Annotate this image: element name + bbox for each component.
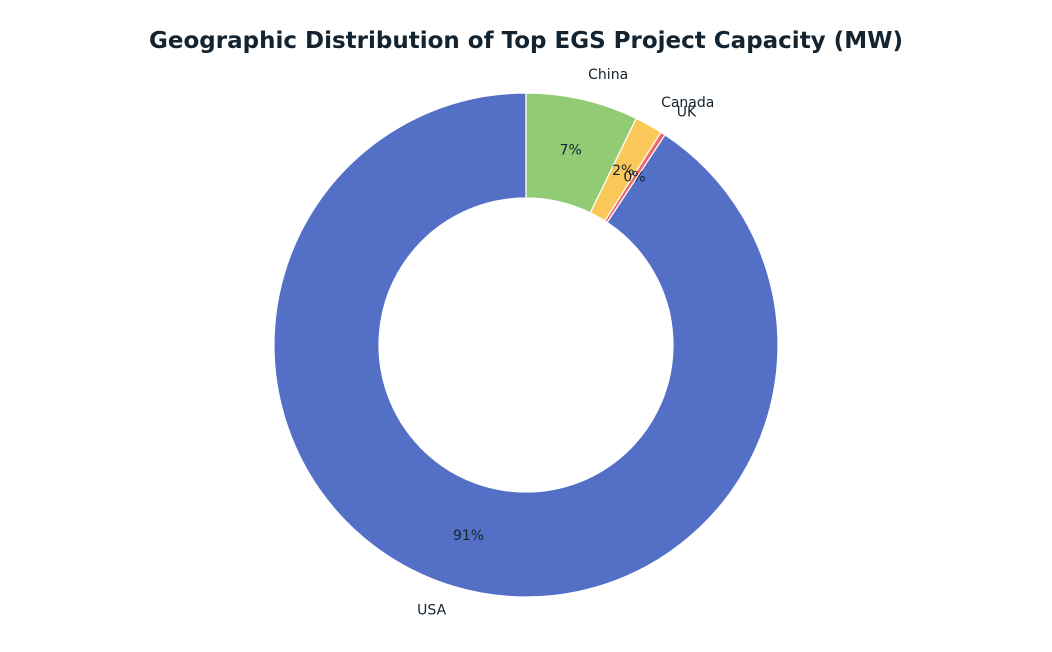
slice-usa — [273, 92, 779, 598]
labels-group: USA 91% UK 0% Canada 2% China 7% — [417, 67, 714, 619]
chart-title: Geographic Distribution of Top EGS Proje… — [149, 28, 903, 54]
slice-pct-canada: 2% — [612, 163, 634, 179]
slice-pct-usa: 91% — [453, 528, 484, 544]
slice-pct-china: 7% — [560, 143, 582, 159]
slice-label-usa: USA — [417, 602, 446, 618]
slices-group — [273, 92, 779, 598]
slice-pct-uk: 0% — [623, 170, 645, 186]
slice-label-canada: Canada — [661, 95, 714, 111]
slice-label-uk: UK — [677, 104, 697, 120]
slice-china — [525, 92, 637, 214]
slice-label-china: China — [588, 67, 628, 83]
